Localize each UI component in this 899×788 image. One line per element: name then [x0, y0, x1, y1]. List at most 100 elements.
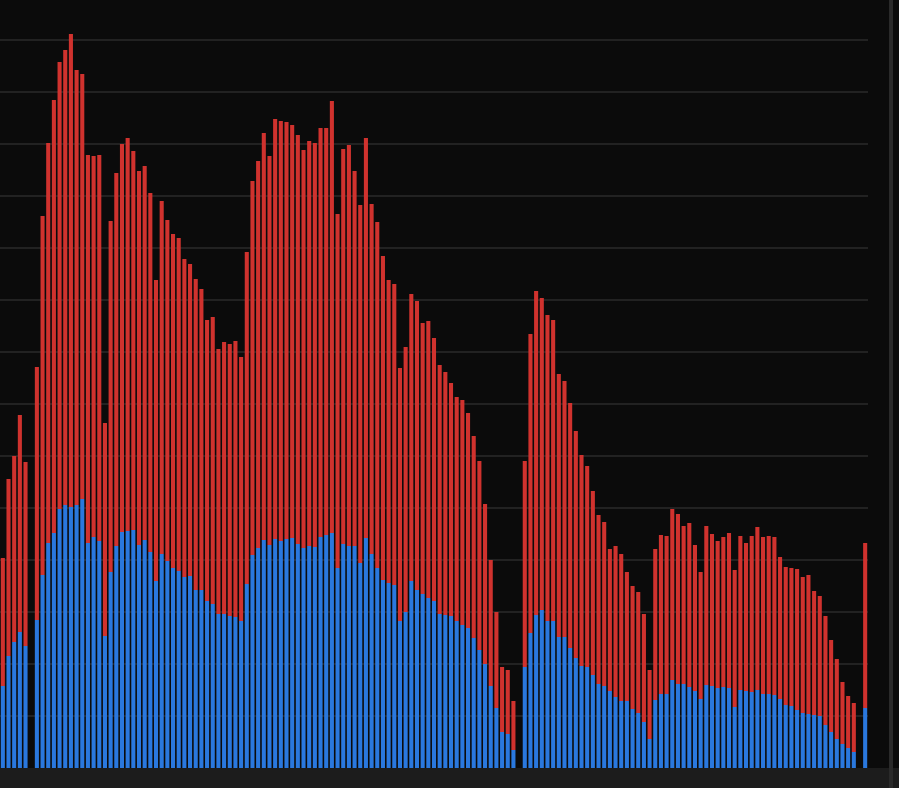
bar-segment [131, 530, 136, 768]
bar-segment [743, 543, 749, 691]
bar-segment [307, 141, 312, 546]
bar-segment [284, 539, 289, 768]
bar-segment [443, 615, 448, 768]
bar-segment [0, 558, 5, 686]
bar-segment [324, 128, 329, 535]
bar-segment [812, 591, 817, 715]
bar-segment [829, 732, 834, 768]
bar-segment [817, 596, 822, 716]
bar-segment [341, 149, 346, 544]
bar-segment [108, 221, 113, 572]
bar-segment [772, 695, 777, 768]
bar-segment [675, 684, 680, 768]
bar-segment [738, 690, 743, 768]
bar-segment [136, 171, 142, 545]
bar-segment [51, 100, 56, 533]
bar-segment [375, 568, 380, 768]
bar-segment [6, 656, 11, 768]
bar-segment [670, 680, 675, 768]
bar-segment [108, 572, 113, 768]
bar-segment [488, 686, 493, 768]
bar-segment [522, 461, 527, 667]
bar-segment [681, 526, 686, 684]
bar-segment [800, 713, 805, 768]
bar-segment [534, 291, 539, 615]
bar-segment [165, 220, 170, 561]
bar-segment [613, 546, 618, 697]
bar-segment [545, 315, 550, 621]
bar-segment [448, 616, 454, 768]
bar-segment [647, 739, 652, 768]
bar-segment [817, 716, 822, 768]
bar-segment [102, 423, 107, 636]
bar-segment [312, 547, 317, 768]
bar-segment [12, 642, 17, 768]
bar-segment [85, 543, 90, 768]
bar-segment [846, 748, 851, 768]
bar-segment [477, 461, 482, 650]
bar-segment [534, 615, 539, 768]
bar-segment [471, 436, 476, 638]
bar-segment [460, 400, 465, 625]
bar-segment [596, 684, 601, 768]
bar-segment [721, 687, 726, 768]
bar-segment [573, 431, 578, 658]
bar-segment [709, 686, 715, 768]
bar-segment [783, 705, 788, 768]
bar-segment [573, 658, 578, 768]
bar-segment [193, 279, 198, 590]
bar-segment [551, 621, 556, 768]
bar-segment [619, 701, 624, 768]
bar-segment [420, 323, 425, 594]
bar-segment [114, 173, 119, 546]
bar-segment [709, 534, 715, 686]
bar-segment [851, 752, 856, 768]
bar-segment [551, 320, 556, 621]
bar-segment [602, 522, 607, 686]
bar-segment [863, 708, 868, 768]
bar-segment [431, 601, 437, 768]
bar-segment [448, 383, 454, 616]
bar-segment [704, 526, 709, 685]
bar-segment [358, 563, 363, 768]
bar-segment [68, 507, 73, 768]
bar-segment [392, 284, 397, 585]
bar-segment [607, 549, 612, 691]
bar-segment [505, 734, 510, 768]
bar-segment [80, 74, 85, 499]
bar-segment [119, 532, 125, 768]
bar-segment [613, 697, 618, 768]
bar-segment [732, 570, 737, 707]
bar-segment [176, 571, 181, 768]
bar-segment [403, 347, 408, 612]
bar-segment [278, 121, 283, 541]
bar-segment [726, 533, 732, 688]
bar-segment [596, 515, 601, 684]
bar-segment [539, 610, 544, 768]
bar-segment [743, 691, 749, 768]
bar-segment [386, 280, 391, 583]
bar-segment [715, 688, 720, 768]
bar-segment [68, 34, 73, 507]
bar-segment [664, 536, 669, 694]
bar-segment [619, 554, 624, 701]
bar-segment [131, 151, 136, 530]
bar-segment [511, 701, 516, 750]
bar-segment [664, 694, 669, 768]
bar-segment [80, 499, 85, 768]
bar-segment [766, 536, 771, 694]
bar-segment [630, 586, 635, 709]
bar-segment [125, 531, 130, 768]
bar-segment [23, 462, 28, 646]
bar-segment [726, 688, 732, 768]
bar-segment [675, 514, 680, 684]
bar-segment [562, 381, 567, 637]
bar-segment [556, 637, 561, 768]
bar-segment [176, 238, 181, 571]
bar-segment [352, 171, 357, 546]
bar-segment [403, 612, 408, 768]
bar-segment [795, 710, 800, 768]
bar-segment [170, 234, 176, 568]
bar-segment [46, 543, 51, 768]
